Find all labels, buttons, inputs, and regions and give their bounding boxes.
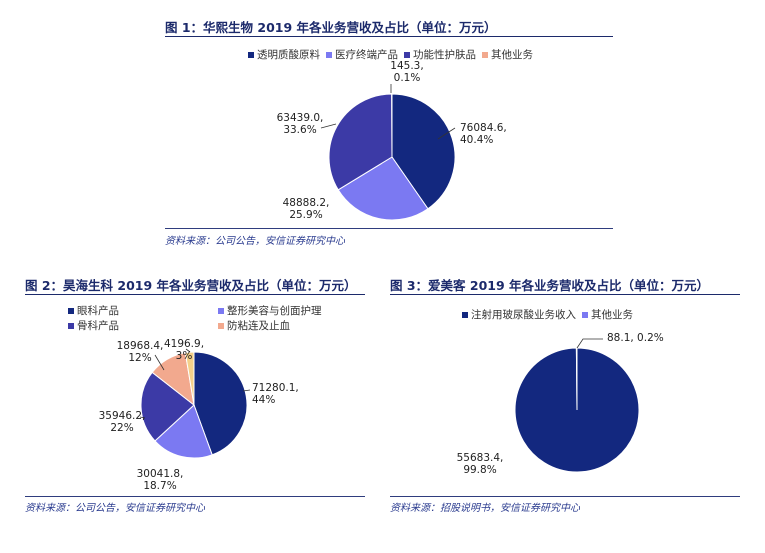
- chart1-data-pct-1: 25.9%: [289, 209, 322, 221]
- chart3-legend-label: 其他业务: [591, 309, 633, 321]
- chart1-data-label-2: 63439.0,: [277, 112, 324, 124]
- chart3-legend-swatch: [582, 311, 588, 318]
- chart1-legend-item: 医疗终端产品: [326, 47, 398, 62]
- chart2-data-label-3: 18968.4,: [117, 340, 164, 352]
- chart1-legend: 透明质酸原料 医疗终端产品 功能性护肤品 其他业务: [248, 47, 539, 62]
- chart2-data-label-4: 4196.9,: [164, 338, 204, 350]
- chart1-data-pct-3: 0.1%: [394, 72, 421, 84]
- chart1-data-pct-0: 40.4%: [460, 134, 493, 146]
- chart3-data-label-1: 88.1, 0.2%: [607, 332, 664, 344]
- chart3-leader-line-1: [576, 338, 603, 349]
- chart2-legend-label: 眼科产品: [77, 305, 119, 317]
- chart1-legend-swatch: [248, 51, 254, 58]
- chart2-legend-label: 整形美容与创面护理: [227, 305, 322, 317]
- chart3-legend-swatch: [462, 311, 468, 318]
- chart3-legend-item: 注射用玻尿酸业务收入: [462, 307, 576, 322]
- chart1-legend-label: 医疗终端产品: [335, 49, 398, 61]
- chart2-legend-label: 防粘连及止血: [227, 320, 290, 332]
- chart1-leader-line-0: [437, 127, 456, 140]
- chart2-title: 图 2：昊海生科 2019 年各业务营收及占比（单位：万元）: [25, 278, 357, 293]
- chart1-leader-line-2: [320, 123, 337, 129]
- chart2-source-rule: [25, 496, 365, 497]
- chart2-title-rule: [25, 294, 365, 295]
- chart1-legend-label: 其他业务: [491, 49, 533, 61]
- chart2-slice-2: [140, 371, 195, 442]
- chart1-data-label-1: 48888.2,: [283, 197, 330, 209]
- chart2-legend-swatch: [68, 307, 74, 314]
- chart1-legend-label: 功能性护肤品: [413, 49, 476, 61]
- chart1-source-rule: [165, 228, 613, 229]
- chart3-slice-1: [575, 347, 578, 411]
- chart2-legend-item: 眼科产品: [68, 303, 218, 318]
- chart2-data-pct-4: 3%: [176, 350, 193, 362]
- chart1-source: 资料来源：公司公告，安信证券研究中心: [165, 236, 345, 247]
- chart1-legend-item: 透明质酸原料: [248, 47, 320, 62]
- chart2-legend-item: 整形美容与创面护理: [218, 303, 368, 318]
- chart2-leader-line-0: [242, 389, 251, 392]
- chart2-data-pct-2: 22%: [110, 422, 133, 434]
- chart1-slice-1: [337, 156, 429, 221]
- chart1-data-pct-2: 33.6%: [283, 124, 316, 136]
- chart1-data-label-0: 76084.6,: [460, 122, 507, 134]
- chart2-data-label-1: 30041.8,: [137, 468, 184, 480]
- chart2-legend-label: 骨科产品: [77, 320, 119, 332]
- chart1-slice-0: [391, 93, 456, 210]
- chart1-legend-item: 其他业务: [482, 47, 533, 62]
- chart2-data-pct-1: 18.7%: [143, 480, 176, 492]
- chart3-title: 图 3：爱美客 2019 年各业务营收及占比（单位：万元）: [390, 278, 710, 293]
- chart2-data-pct-0: 44%: [252, 394, 275, 406]
- chart2-slice-0: [193, 351, 248, 456]
- chart1-pie: 76084.6,40.4% 48888.2,25.9% 63439.0,33.6% 1…: [277, 60, 507, 221]
- chart2-slice-1: [154, 404, 213, 459]
- chart2-leader-line-2: [139, 416, 146, 419]
- chart2-data-pct-3: 12%: [128, 352, 151, 364]
- chart3-data-label-0: 55683.4,: [457, 452, 504, 464]
- chart3-slice-0: [514, 347, 640, 473]
- chart1-legend-swatch: [326, 51, 332, 58]
- chart2-source: 资料来源：公司公告，安信证券研究中心: [25, 503, 205, 514]
- chart3-title-rule: [390, 294, 740, 295]
- chart1-slice-2: [328, 93, 393, 191]
- chart2-legend-item: 防粘连及止血: [218, 318, 368, 333]
- chart1-legend-label: 透明质酸原料: [257, 49, 320, 61]
- chart2-leader-line-4: [185, 348, 191, 353]
- chart1-title-rule: [165, 36, 613, 37]
- chart2-legend-item: 骨科产品: [68, 318, 218, 333]
- chart2-leader-line-3: [154, 354, 165, 371]
- chart1-data-label-3: 145.3,: [390, 60, 423, 72]
- chart3-source: 资料来源：招股说明书，安信证券研究中心: [390, 503, 580, 514]
- chart2-legend-swatch: [68, 322, 74, 329]
- chart3-legend: 注射用玻尿酸业务收入 其他业务: [462, 307, 639, 322]
- chart2-data-label-2: 35946.2,: [99, 410, 146, 422]
- chart1-title: 图 1：华熙生物 2019 年各业务营收及占比（单位：万元）: [165, 20, 497, 35]
- chart2-legend-swatch: [218, 307, 224, 314]
- chart3-data-pct-0: 99.8%: [463, 464, 496, 476]
- chart1-legend-swatch: [482, 51, 488, 58]
- chart2-data-label-0: 71280.1,: [252, 382, 299, 394]
- chart3-legend-item: 其他业务: [582, 307, 633, 322]
- chart2-slice-3: [151, 352, 195, 407]
- chart2-legend: 眼科产品 整形美容与创面护理骨科产品 防粘连及止血: [68, 303, 368, 333]
- chart2-legend-swatch: [218, 322, 224, 329]
- chart1-legend-swatch: [404, 51, 410, 58]
- chart3-legend-label: 注射用玻尿酸业务收入: [471, 309, 576, 321]
- chart3-source-rule: [390, 496, 740, 497]
- chart1-legend-item: 功能性护肤品: [404, 47, 476, 62]
- chart2-slice-4: [184, 351, 195, 406]
